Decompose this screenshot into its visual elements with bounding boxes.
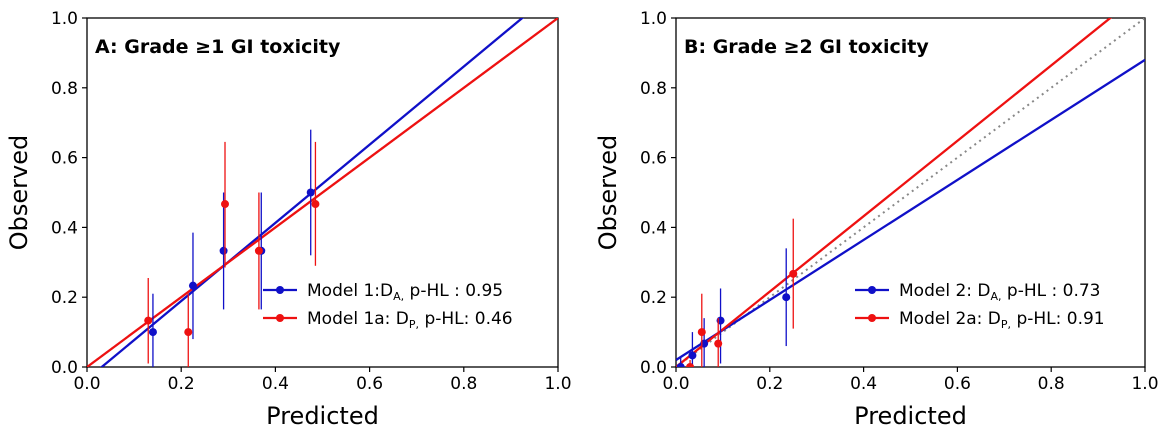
legend-swatch-marker: [868, 314, 876, 322]
data-point: [254, 246, 263, 255]
data-point: [676, 363, 685, 367]
legend-label-rest: p-HL: 0.91: [1011, 309, 1105, 329]
data-point: [714, 339, 723, 348]
y-tick-label: 0.0: [640, 358, 667, 378]
legend: Model 1:DA, p-HL : 0.95 Model 1a: DP, p-H…: [263, 281, 513, 331]
plot-frame: [86, 17, 559, 368]
data-point: [148, 328, 157, 337]
x-axis-label: Predicted: [854, 402, 967, 430]
y-tick-label: 0.2: [51, 288, 78, 308]
y-tick-label: 0.6: [51, 149, 78, 169]
data-point: [782, 293, 791, 302]
panel-b: 0.0 0.2 0.4 0.6 0.8 1.0 0.0 0.2 0.4 0.6 0.8 1.0 Pred…: [594, 9, 1159, 430]
x-tick-label: 0.2: [168, 374, 195, 394]
legend-label-rest: p-HL : 0.95: [404, 281, 503, 301]
fit-line-series-2: [87, 18, 558, 367]
legend-label-sub: A,: [393, 290, 404, 303]
y-tick-label: 1.0: [51, 9, 78, 29]
legend-swatch-marker: [276, 314, 284, 322]
y-tick-label: 0.2: [640, 288, 667, 308]
y-axis-label: Observed: [594, 135, 622, 250]
y-tick-label: 0.4: [640, 218, 667, 238]
y-tick-label: 0.6: [640, 149, 667, 169]
legend-label: Model 1a: DP, p-HL: 0.46: [307, 309, 513, 331]
plot-area: [676, 18, 1145, 367]
y-tick-label: 1.0: [640, 9, 667, 29]
x-tick-label: 0.8: [1038, 374, 1065, 394]
x-tick-label: 0.0: [73, 374, 100, 394]
legend-label-sub: P,: [409, 318, 419, 331]
y-tick-label: 0.4: [51, 218, 78, 238]
data-point: [188, 281, 197, 290]
panel-a: 0.0 0.2 0.4 0.6 0.8 1.0 0.0 0.2 0.4 0.6 0.8 1.0 Pred…: [5, 9, 572, 430]
legend-label-rest: p-HL: 0.46: [419, 309, 513, 329]
data-point: [686, 363, 695, 367]
legend-label-main: Model 2a: D: [899, 309, 1001, 329]
fit-line-series-2: [676, 18, 1113, 367]
y-tick-label: 0.0: [51, 358, 78, 378]
x-tick-label: 0.6: [356, 374, 383, 394]
fit-line-series-1: [99, 18, 525, 367]
x-tick-label: 0.6: [944, 374, 971, 394]
x-tick-label: 0.4: [262, 374, 289, 394]
plot-frame: [675, 17, 1146, 368]
x-tick-label: 0.8: [450, 374, 477, 394]
legend-label: Model 1:DA, p-HL : 0.95: [307, 281, 503, 303]
fit-line-series-1: [676, 58, 1145, 361]
panel-title: B: Grade ≥2 GI toxicity: [684, 36, 929, 58]
legend-label: Model 2: DA, p-HL : 0.73: [899, 281, 1101, 303]
legend-label-sub: A,: [990, 290, 1001, 303]
data-point: [219, 246, 228, 255]
legend-swatch-marker: [276, 286, 284, 294]
legend-label-main: Model 1a: D: [307, 309, 409, 329]
data-point: [789, 269, 798, 278]
legend-label-main: Model 1:D: [307, 281, 393, 301]
data-point: [306, 188, 315, 197]
y-axis-label: Observed: [5, 135, 33, 250]
data-point: [221, 200, 230, 209]
data-point: [697, 328, 706, 337]
legend-label: Model 2a: DP, p-HL: 0.91: [899, 309, 1105, 331]
data-point: [688, 351, 697, 360]
x-tick-label: 1.0: [1131, 374, 1158, 394]
legend-label-sub: P,: [1001, 318, 1011, 331]
y-tick-label: 0.8: [640, 79, 667, 99]
plot-area: [87, 18, 558, 367]
x-tick-label: 0.4: [850, 374, 877, 394]
legend-label-rest: p-HL : 0.73: [1002, 281, 1101, 301]
legend-swatch-marker: [868, 286, 876, 294]
x-axis-label: Predicted: [266, 402, 379, 430]
data-point: [184, 328, 193, 337]
y-tick-label: 0.8: [51, 79, 78, 99]
x-tick-label: 1.0: [544, 374, 571, 394]
legend-label-main: Model 2: D: [899, 281, 990, 301]
x-tick-label: 0.0: [662, 374, 689, 394]
x-tick-label: 0.2: [756, 374, 783, 394]
data-point: [311, 200, 320, 209]
panel-title: A: Grade ≥1 GI toxicity: [95, 36, 341, 58]
data-point: [144, 316, 153, 325]
